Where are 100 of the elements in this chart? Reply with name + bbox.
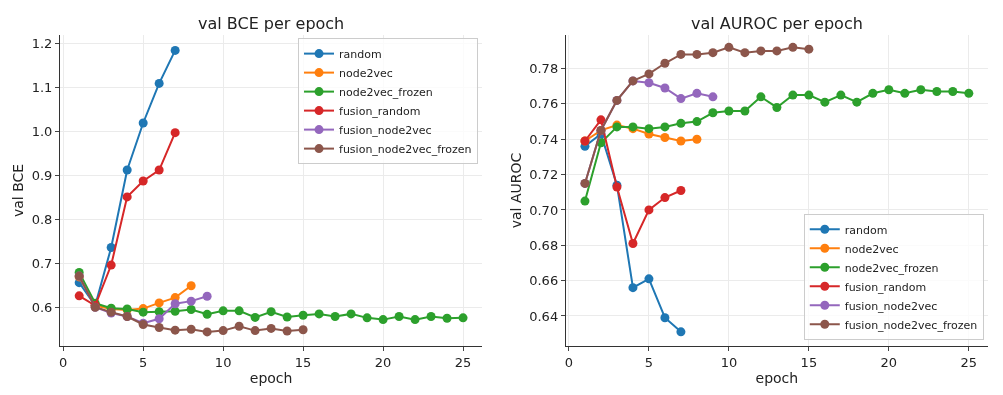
point [234, 321, 244, 331]
y-tick-label: 0.72 [529, 167, 559, 183]
point [154, 298, 164, 308]
point [426, 312, 436, 322]
point [772, 46, 782, 56]
point [788, 90, 798, 100]
point [458, 313, 468, 323]
point [298, 310, 308, 320]
point [106, 260, 116, 270]
point [804, 44, 814, 54]
point [692, 134, 702, 144]
point [804, 90, 814, 100]
x-tick-label: 20 [880, 354, 898, 370]
point [660, 193, 670, 203]
point [852, 97, 862, 107]
legend-label: node2vec [339, 66, 393, 80]
point [724, 42, 734, 52]
point [170, 128, 180, 138]
y-tick-label: 0.6 [31, 300, 53, 316]
y-tick-label: 0.76 [529, 96, 559, 112]
point [170, 306, 180, 316]
point [266, 323, 276, 333]
point [772, 102, 782, 112]
legend-label: fusion_node2vec [339, 123, 432, 137]
point [410, 315, 420, 325]
x-tick-label: 0 [564, 354, 574, 370]
point [628, 239, 638, 249]
point [948, 87, 958, 97]
point [250, 312, 260, 322]
point [442, 313, 452, 323]
point [692, 88, 702, 98]
point [644, 78, 654, 88]
point [378, 315, 388, 325]
y-tick-label: 0.74 [529, 131, 559, 147]
point [884, 85, 894, 95]
point [282, 312, 292, 322]
point [676, 186, 686, 195]
x-tick-label: 25 [454, 354, 472, 370]
y-tick-label: 0.64 [529, 308, 559, 324]
legend-label: fusion_node2vec_frozen [844, 318, 978, 332]
point [250, 326, 260, 336]
point [868, 88, 878, 98]
point [138, 118, 148, 128]
x-tick-label: 20 [374, 354, 392, 370]
y-tick-label: 0.68 [529, 237, 559, 253]
x-tick-label: 15 [800, 354, 818, 370]
y-tick-label: 0.66 [529, 273, 559, 289]
point [170, 299, 180, 309]
point [660, 132, 670, 142]
point [346, 309, 356, 319]
legend-label: random [844, 223, 888, 237]
chart-title: val BCE per epoch [198, 14, 345, 33]
point [692, 117, 702, 127]
point [596, 115, 606, 125]
point [138, 176, 148, 186]
point [122, 165, 132, 175]
point [740, 48, 750, 58]
point [122, 192, 132, 202]
point [724, 106, 734, 116]
point [660, 58, 670, 68]
point [298, 325, 308, 335]
y-tick-label: 0.7 [31, 256, 53, 272]
point [154, 323, 164, 333]
x-tick-label: 15 [294, 354, 312, 370]
legend-label: random [339, 47, 382, 61]
point [186, 281, 196, 291]
point [644, 69, 654, 79]
point [644, 205, 654, 215]
point [628, 283, 638, 293]
legend-label: node2vec_frozen [844, 261, 939, 275]
x-tick-label: 0 [59, 354, 68, 370]
point [676, 136, 686, 146]
point [154, 165, 164, 175]
point [676, 327, 686, 337]
point [282, 326, 292, 336]
x-tick-label: 25 [960, 354, 978, 370]
point [820, 97, 830, 107]
x-axis-title: epoch [755, 369, 799, 386]
legend-label: fusion_random [339, 104, 421, 118]
point [202, 291, 212, 301]
chart-title: val AUROC per epoch [691, 14, 863, 33]
y-tick-label: 0.70 [529, 202, 559, 218]
point [660, 122, 670, 132]
point [756, 46, 766, 56]
y-axis-title: val BCE [10, 163, 27, 218]
point [740, 106, 750, 116]
point [916, 85, 926, 95]
point [170, 45, 180, 55]
point [218, 326, 228, 336]
point [676, 118, 686, 128]
point [900, 88, 910, 98]
y-tick-label: 1.2 [31, 36, 53, 52]
y-axis-title: val AUROC [507, 152, 524, 229]
point [186, 296, 196, 306]
point [234, 306, 244, 316]
point [154, 314, 164, 324]
point [676, 49, 686, 59]
point [692, 49, 702, 59]
x-tick-label: 5 [139, 354, 148, 370]
point [186, 324, 196, 334]
